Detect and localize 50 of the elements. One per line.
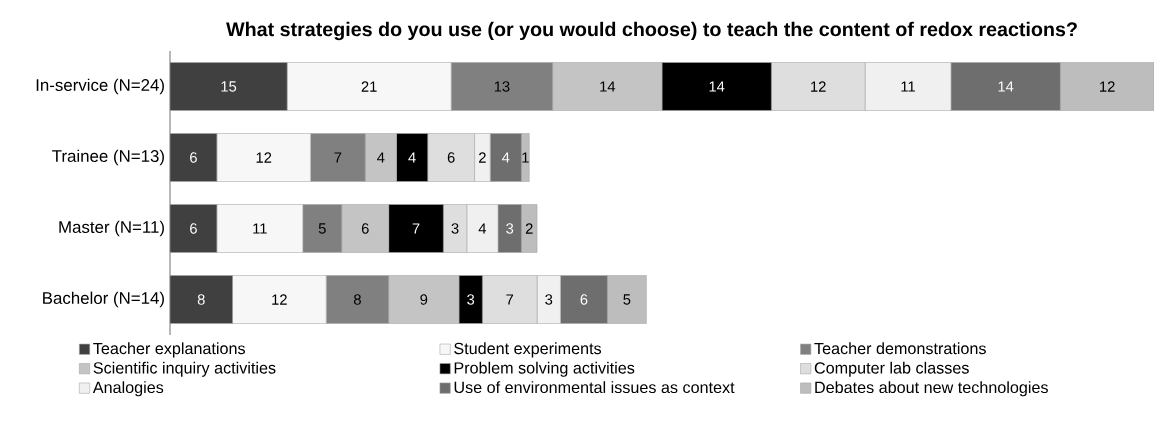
legend-label: Teacher demonstrations [814,342,986,355]
data-label: 21 [361,81,377,92]
data-label: 3 [451,223,459,234]
y-tick-label: Bachelor (N=14) [43,291,164,308]
data-label: 4 [478,223,487,234]
data-label: 6 [190,223,197,234]
data-label: 7 [412,223,420,234]
data-label: 12 [1100,81,1115,92]
y-tick-label: Trainee (N=13) [52,149,164,166]
legend-label: Problem solving activities [454,361,635,377]
data-label: 1 [522,152,529,163]
data-label: 14 [709,81,725,92]
data-label: 3 [545,294,553,305]
data-label: 2 [479,152,486,163]
data-label: 5 [318,223,326,234]
legend-label: Computer lab classes [814,361,969,377]
legend-label: Debates about new technologies [815,381,1048,397]
chart-title: What strategies do you use (or you would choose) to teach the content of redox reactions? [226,21,1077,41]
data-label: 12 [811,81,826,92]
data-label: 8 [197,294,205,305]
legend-label: Use of environmental issues as context [454,381,735,394]
data-label: 3 [467,294,475,305]
data-label: 4 [408,152,416,163]
data-label: 6 [447,152,455,163]
data-label: 14 [998,81,1014,92]
data-label: 3 [506,223,514,234]
data-label: 13 [494,81,510,92]
data-label: 11 [253,223,267,234]
data-label: 6 [580,294,588,305]
data-label: 7 [506,294,514,305]
data-label: 2 [525,223,533,234]
data-label: 12 [256,152,272,163]
legend-label: Student experiments [454,342,602,358]
data-label: 9 [420,294,428,305]
data-label: 5 [623,294,631,305]
legend-label: Analogies [92,381,164,397]
data-label: 7 [334,152,342,163]
data-label: 6 [190,152,197,163]
data-label: 12 [272,294,287,305]
y-tick-label: In-service (N=24) [36,78,164,95]
data-label: 14 [600,81,616,92]
data-label: 8 [353,294,361,305]
data-label: 11 [901,81,915,92]
legend-label: Teacher explanations [93,342,245,358]
data-label: 4 [377,152,385,163]
data-label: 4 [502,152,510,163]
data-label: 15 [221,81,237,92]
data-label: 6 [361,223,369,234]
legend-label: Scientific inquiry activities [93,361,276,377]
y-tick-label: Master (N=11) [59,220,164,237]
